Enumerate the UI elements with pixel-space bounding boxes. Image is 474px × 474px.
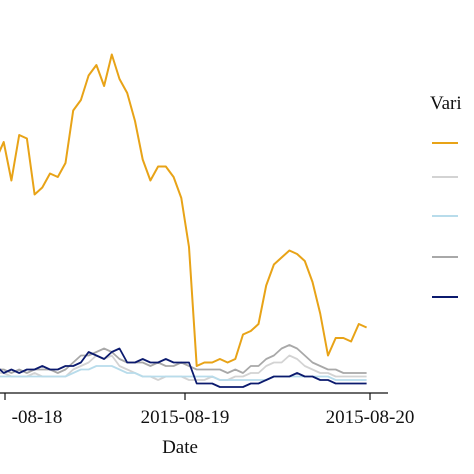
x-tick-label: 2015-08-20 bbox=[326, 407, 415, 428]
legend-keys bbox=[432, 142, 458, 298]
x-tick-label: -08-18 bbox=[12, 407, 63, 428]
series-line-5 bbox=[0, 347, 367, 388]
x-axis-title: Date bbox=[162, 437, 198, 458]
x-axis: -08-18 2015-08-19 2015-08-20 Date bbox=[0, 392, 415, 458]
series-line-1 bbox=[0, 53, 368, 367]
x-ticks: -08-18 2015-08-19 2015-08-20 bbox=[4, 393, 415, 428]
plot-lines bbox=[0, 53, 368, 388]
legend: Vari bbox=[430, 93, 462, 298]
legend-title: Vari bbox=[430, 93, 462, 114]
x-tick-label: 2015-08-19 bbox=[141, 407, 230, 428]
